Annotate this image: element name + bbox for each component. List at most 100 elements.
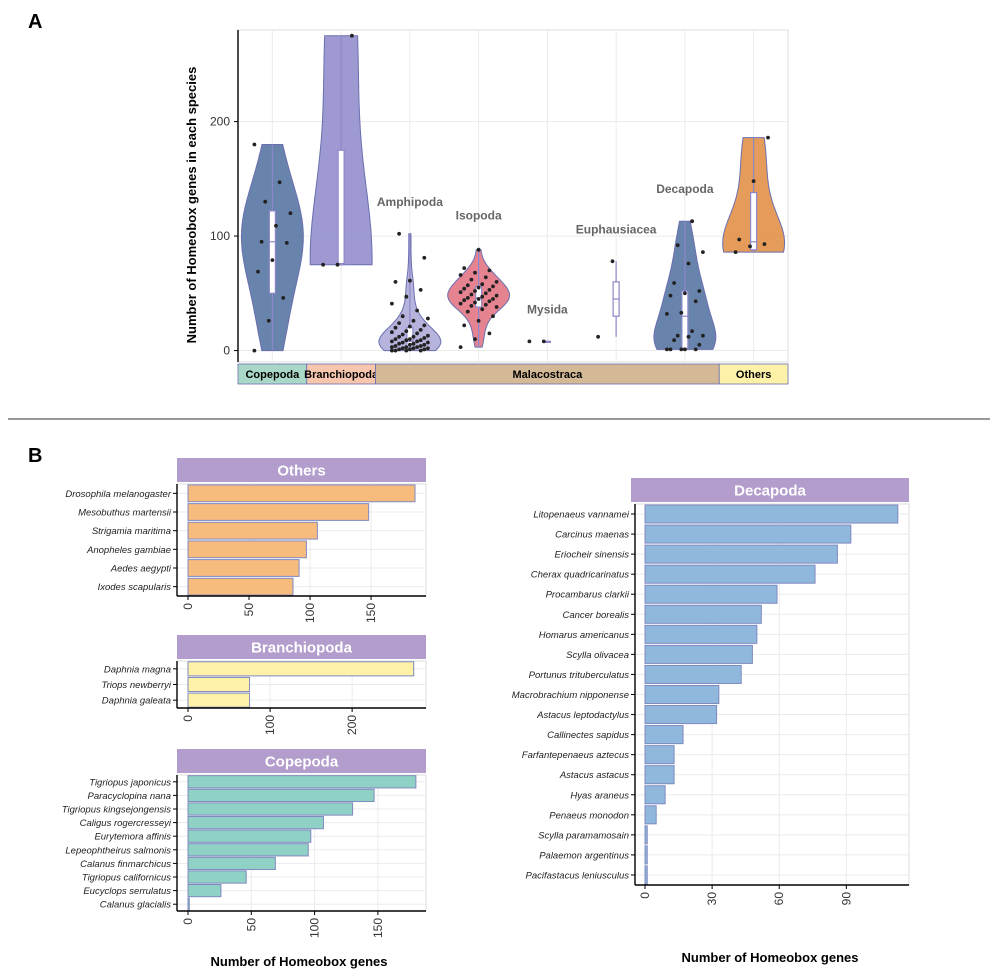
copepoda-bar <box>187 870 247 884</box>
point-amphipoda <box>411 334 416 339</box>
decapoda-bar <box>644 644 753 664</box>
branchiopoda-title: Branchiopoda <box>251 640 352 657</box>
others-bar <box>187 521 318 540</box>
point-isopoda <box>487 268 492 273</box>
point-amphipoda <box>393 325 398 330</box>
point-isopoda <box>480 294 485 299</box>
strip-label-copepoda: Copepoda <box>245 369 300 381</box>
point-amphipoda <box>404 348 409 353</box>
point-amphipoda <box>390 345 394 349</box>
decapoda-bar <box>644 845 648 865</box>
decapoda-x-axis-label: Number of Homeobox genes <box>682 950 859 965</box>
point-amphipoda <box>393 337 398 341</box>
point-amphipoda <box>404 294 409 299</box>
point-decapoda <box>672 338 676 343</box>
copepoda-bar <box>187 829 312 843</box>
point-amphipoda <box>418 288 423 292</box>
decapoda-category-label: Cherax quadricarinatus <box>531 570 629 581</box>
point-amphipoda <box>393 348 398 353</box>
point-group-1 <box>281 296 286 300</box>
point-group-1 <box>277 180 282 185</box>
point-amphipoda <box>397 334 401 339</box>
point-group-1 <box>252 348 257 353</box>
point-isopoda <box>476 285 481 290</box>
point-isopoda <box>462 323 467 328</box>
copepoda-bar <box>187 775 417 789</box>
copepoda-bar <box>187 856 276 871</box>
point-group-1 <box>263 199 268 204</box>
decapoda-category-label: Cancer borealis <box>562 610 629 621</box>
point-group-2 <box>335 262 340 267</box>
point-mysida <box>527 339 532 344</box>
copepoda-category-label: Tigriopus californicus <box>82 873 171 884</box>
point-mysida <box>541 339 546 344</box>
group-label-mysida: Mysida <box>527 302 568 316</box>
decapoda-category-label: Callinectes sapidus <box>547 730 629 741</box>
point-decapoda <box>701 250 705 255</box>
point-euphausiacea <box>610 259 615 264</box>
point-decapoda <box>693 347 698 352</box>
point-amphipoda <box>404 329 409 333</box>
point-amphipoda <box>426 340 430 345</box>
point-isopoda <box>469 277 474 282</box>
group-label-decapoda: Decapoda <box>656 182 714 196</box>
point-decapoda <box>686 334 691 339</box>
point-amphipoda <box>400 332 405 337</box>
point-group-1 <box>252 142 257 147</box>
point-decapoda <box>675 243 680 248</box>
point-isopoda <box>491 314 495 319</box>
point-amphipoda <box>426 333 430 338</box>
group-label-amphipoda: Amphipoda <box>377 195 443 209</box>
point-group-1 <box>274 223 278 228</box>
copepoda-category-label: Paracyclopina nana <box>88 791 171 802</box>
violin-y-tick-label: 200 <box>210 115 230 129</box>
branchiopoda-category-label: Triops newberryi <box>101 680 171 691</box>
class-strip: Copepoda Branchiopoda Malacostraca Others <box>237 363 789 385</box>
point-decapoda <box>686 261 691 266</box>
others-x-tick-label: 150 <box>364 603 378 623</box>
decapoda-bar <box>644 524 852 544</box>
point-euphausiacea <box>596 334 600 339</box>
point-amphipoda <box>415 345 419 349</box>
point-amphipoda <box>408 342 412 347</box>
decapoda-category-label: Carcinus maenas <box>555 530 629 541</box>
branchiopoda-category-label: Daphnia galeata <box>102 696 171 707</box>
point-amphipoda <box>400 340 405 345</box>
point-isopoda <box>469 292 474 297</box>
boxplot-group-1 <box>268 210 276 294</box>
point-isopoda <box>473 300 477 305</box>
copepoda-category-label: Eucyclops serrulatus <box>83 886 171 897</box>
copepoda-category-label: Calanus finmarchicus <box>80 859 171 870</box>
boxplot-group-8 <box>750 191 758 251</box>
point-amphipoda <box>418 348 423 353</box>
branchiopoda-category-label: Daphnia magna <box>104 664 171 675</box>
point-amphipoda <box>400 314 405 319</box>
decapoda-category-label: Hyas araneus <box>570 790 629 801</box>
strip-label-branchiopoda: Branchiopoda <box>304 369 379 381</box>
point-isopoda <box>473 289 477 293</box>
point-isopoda <box>458 290 463 295</box>
copepoda-bar <box>187 883 222 898</box>
point-amphipoda <box>426 346 430 351</box>
branchiopoda-header <box>177 635 426 659</box>
others-category-label: Aedes aegypti <box>110 564 172 575</box>
decapoda-bar <box>644 624 758 644</box>
decapoda-title: Decapoda <box>734 483 806 500</box>
point-isopoda <box>462 266 467 270</box>
decapoda-bar <box>644 725 684 745</box>
others-x-tick-label: 50 <box>242 603 256 617</box>
point-group-8 <box>762 242 767 247</box>
point-decapoda <box>675 333 680 338</box>
point-decapoda <box>668 293 673 298</box>
decapoda-bar <box>644 684 720 705</box>
point-amphipoda <box>397 341 401 346</box>
point-isopoda <box>480 307 485 312</box>
point-amphipoda <box>408 324 412 329</box>
point-group-2 <box>321 262 325 267</box>
point-amphipoda <box>397 347 401 352</box>
point-group-8 <box>733 250 738 255</box>
violin-y-tick-label: 0 <box>223 344 230 358</box>
point-group-1 <box>266 318 271 323</box>
bar-chart-others: Others Drosophila melanogaster Mesobuthus … <box>65 458 427 623</box>
decapoda-x-tick-label: 30 <box>705 892 719 906</box>
